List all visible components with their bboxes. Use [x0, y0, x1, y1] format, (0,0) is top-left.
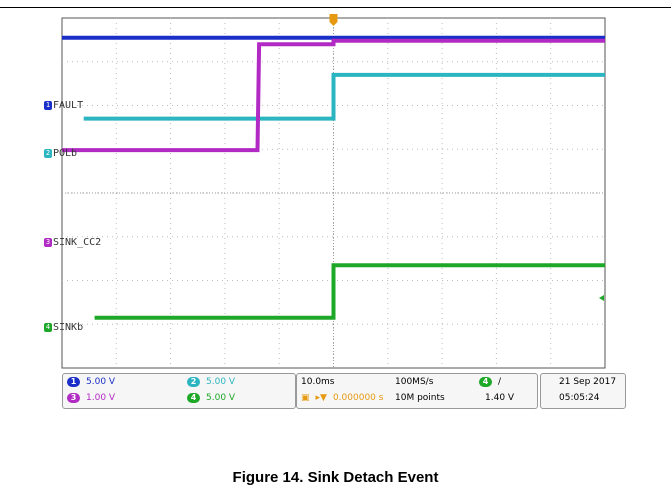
trace-pol — [83, 72, 605, 121]
ch1-setting: 1 5.00 V — [67, 377, 115, 387]
channel-label-text: SINKb — [53, 321, 84, 333]
trigger-offset-arrow-icon: ▸▼ — [315, 393, 327, 403]
oscilloscope-plot — [61, 14, 606, 369]
ch3-badge: 3 — [67, 393, 80, 403]
trigger-offset: ▣ ▸▼ 0.000000 s — [301, 393, 383, 403]
date-value: 21 Sep 2017 — [559, 377, 617, 387]
ch2-scale: 5.00 V — [206, 377, 236, 387]
ch4-setting: 4 5.00 V — [187, 393, 235, 403]
channel-label-sink-cc2: 3 SINK_CC2 — [44, 236, 101, 248]
timebase-value: 10.0ms — [301, 377, 335, 387]
trace-sink-cc2 — [62, 38, 605, 153]
trace-sink — [94, 263, 605, 320]
ch1-scale: 5.00 V — [86, 377, 116, 387]
trigger-level: 1.40 V — [485, 393, 514, 403]
record-length-value: 10M points — [395, 393, 445, 403]
timebase: 10.0ms — [301, 377, 335, 387]
ch3-setting: 3 1.00 V — [67, 393, 115, 403]
ch2-setting: 2 5.00 V — [187, 377, 235, 387]
sample-rate-value: 100MS/s — [395, 377, 434, 387]
trigger-position-marker — [329, 14, 338, 26]
time: 05:05:24 — [559, 393, 599, 403]
ch4-badge: 4 — [187, 393, 200, 403]
channel-label-sink: 4 SINKb — [44, 321, 83, 333]
channel-settings-panel: 1 5.00 V 3 1.00 V 2 5.00 V 4 5.00 V — [62, 373, 296, 409]
datetime-panel: 21 Sep 2017 05:05:24 — [540, 373, 626, 409]
time-value: 05:05:24 — [559, 393, 600, 403]
channel-label-text: SINK_CC2 — [53, 236, 102, 248]
trigger-channel-badge: 4 — [479, 377, 492, 387]
ch4-scale: 5.00 V — [206, 393, 236, 403]
channel-marker-icon: 3 — [44, 237, 52, 247]
sample-rate: 100MS/s — [395, 377, 433, 387]
channel-label-text: FAULT — [53, 99, 84, 111]
channel-label-fault: 1 FAULT — [44, 99, 83, 111]
channel-marker-icon: 2 — [44, 148, 52, 158]
trigger-marker-icon: ▣ — [301, 393, 310, 403]
trigger-level-marker — [599, 295, 604, 301]
trigger-level-value: 1.40 V — [485, 393, 515, 403]
date: 21 Sep 2017 — [559, 377, 616, 387]
channel-marker-icon: 4 — [44, 322, 52, 332]
channel-label-pol: 2 POLb — [44, 147, 77, 159]
top-rule — [0, 7, 671, 8]
trigger-offset-value: 0.000000 s — [332, 393, 384, 403]
ch1-badge: 1 — [67, 377, 80, 387]
record-length: 10M points — [395, 393, 445, 403]
figure-caption: Figure 14. Sink Detach Event — [232, 469, 439, 486]
channel-label-text: POLb — [53, 147, 78, 159]
acquisition-panel: 10.0ms ▣ ▸▼ 0.000000 s 100MS/s 10M point… — [296, 373, 538, 409]
ch3-scale: 1.00 V — [86, 393, 116, 403]
ch2-badge: 2 — [187, 377, 200, 387]
trigger-slope-icon: / — [498, 377, 502, 387]
channel-marker-icon: 1 — [44, 100, 52, 110]
trigger-source: 4 / — [479, 377, 501, 387]
